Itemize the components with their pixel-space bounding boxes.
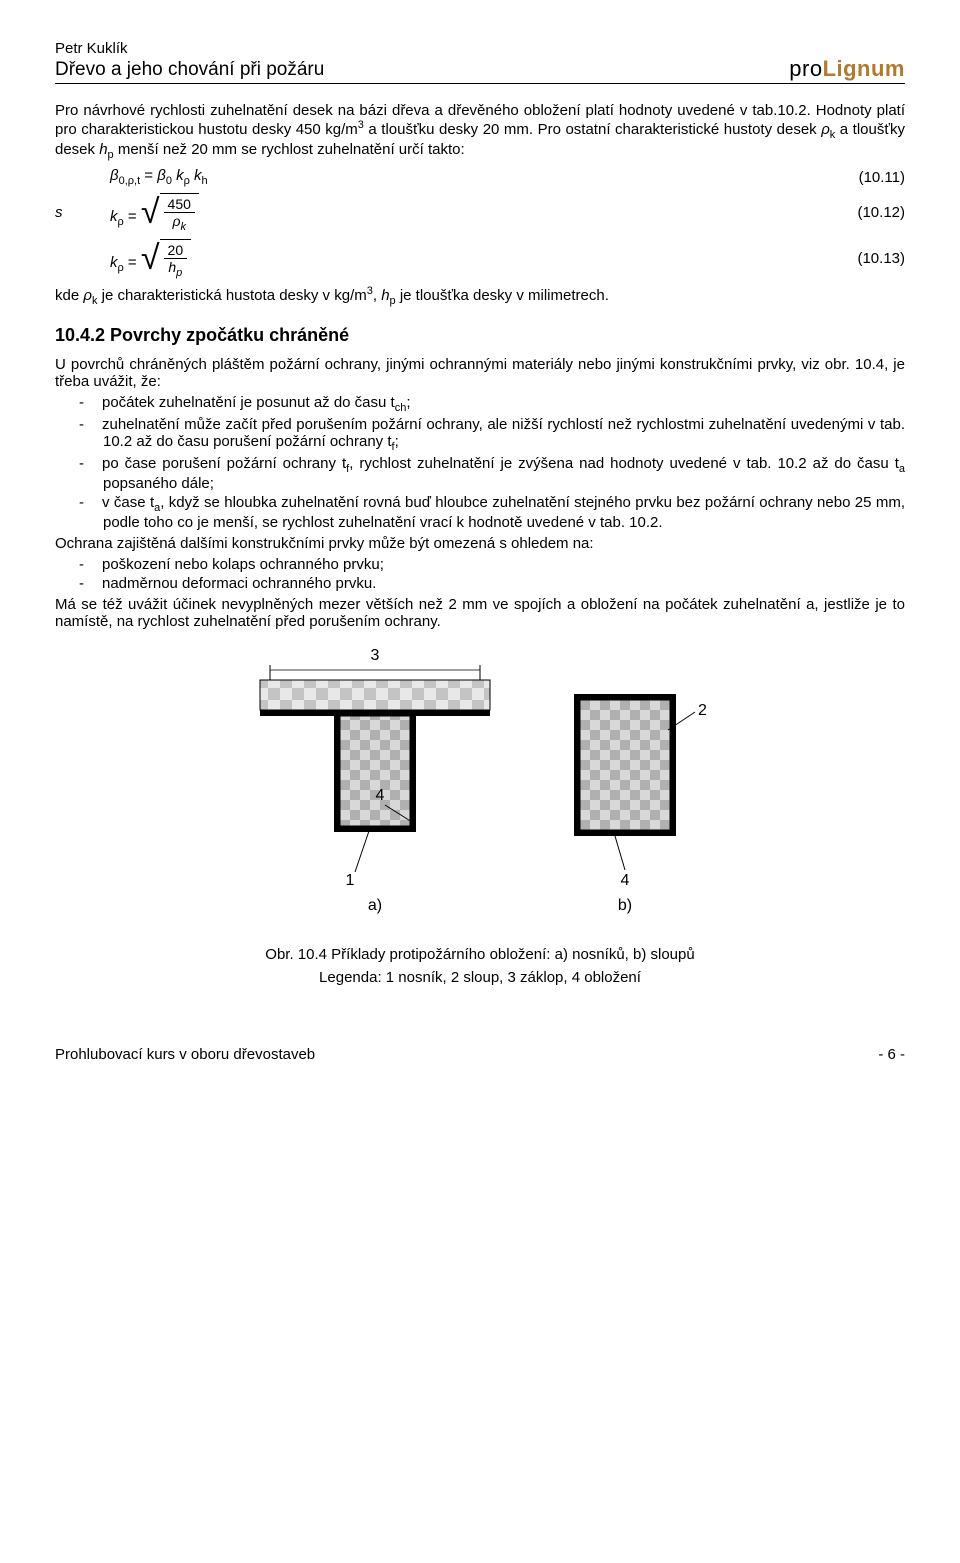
eq13-eq: = [124, 254, 141, 271]
li2-text: zuhelnatění může začít před porušením po… [102, 416, 905, 450]
list-item: nadměrnou deformaci ochranného prvku. [55, 575, 905, 592]
eq11-eq: = [140, 167, 157, 184]
section-p1: U povrchů chráněných pláštěm požární och… [55, 356, 905, 390]
where-hp: h [381, 287, 389, 304]
eq12-k: k [110, 208, 118, 225]
figure-10-4: 3 4 1 a) 2 [55, 640, 905, 986]
where-rho: ρ [83, 287, 92, 304]
eq12-den-sub: k [180, 221, 186, 233]
eq13-den: h [168, 259, 176, 275]
fig-label-4b: 4 [621, 872, 630, 889]
li4b: , když se hloubka zuhelnatění rovná buď … [103, 494, 905, 531]
section-p3: Má se též uvážit účinek nevyplněných mez… [55, 596, 905, 630]
li1-text: počátek zuhelnatění je posunut až do čas… [102, 394, 395, 411]
where-line: kde ρk je charakteristická hustota desky… [55, 285, 905, 307]
fig-label-a: a) [368, 897, 382, 914]
eq11-b0: β [157, 167, 166, 184]
list-item: v čase ta, když se hloubka zuhelnatění r… [55, 494, 905, 531]
bullet-list-2: poškození nebo kolaps ochranného prvku; … [55, 556, 905, 592]
eq11-sub1: 0,ρ,t [119, 175, 141, 187]
fig-label-4a: 4 [376, 787, 385, 804]
equation-10-12: s kρ = √ 450 ρk (10.12) [55, 193, 905, 233]
eq12-num: 450 [164, 196, 195, 213]
list-item: počátek zuhelnatění je posunut až do čas… [55, 394, 905, 414]
intro-text-2: a tloušťku desky 20 mm. Pro ostatní char… [364, 121, 821, 138]
figure-caption-1: Obr. 10.4 Příklady protipožárního oblože… [55, 946, 905, 963]
eq11-kp: k [172, 167, 184, 184]
eq13-number: (10.13) [835, 250, 905, 267]
equation-10-13: kρ = √ 20 hp (10.13) [55, 239, 905, 279]
eq12-s: s [55, 204, 110, 221]
intro-text-4: menší než 20 mm se rychlost zuhelnatění … [114, 141, 465, 158]
list-item: poškození nebo kolaps ochranného prvku; [55, 556, 905, 573]
li3-sub2: a [899, 463, 905, 475]
li1-sub: ch [395, 402, 407, 414]
li3a: po čase porušení požární ochrany t [102, 455, 346, 472]
eq13-k: k [110, 254, 118, 271]
header-rule: proLignum [55, 83, 905, 84]
bullet-list-1: počátek zuhelnatění je posunut až do čas… [55, 394, 905, 531]
list-item: po čase porušení požární ochrany tf, ryc… [55, 455, 905, 492]
figure-svg: 3 4 1 a) 2 [220, 640, 740, 940]
footer-right: - 6 - [878, 1046, 905, 1063]
eq12-number: (10.12) [835, 204, 905, 221]
fig-label-1: 1 [346, 872, 355, 889]
eq13-den-sub: p [176, 267, 182, 279]
sqrt-13: √ 20 hp [141, 239, 191, 279]
li3b: , rychlost zuhelnatění je zvýšena nad ho… [349, 455, 899, 472]
li3c: popsaného dále; [103, 475, 214, 492]
li2-end: ; [395, 433, 399, 450]
section-heading: 10.4.2 Povrchy zpočátku chráněné [55, 325, 905, 346]
intro-paragraph: Pro návrhové rychlosti zuhelnatění desek… [55, 102, 905, 161]
eq11-number: (10.11) [835, 169, 905, 186]
doc-title: Dřevo a jeho chování při požáru [55, 59, 905, 81]
list-item: zuhelnatění může začít před porušením po… [55, 416, 905, 453]
fig-label-3: 3 [371, 647, 380, 664]
where-b: je charakteristická hustota desky v kg/m [97, 287, 366, 304]
equation-10-11: β0,ρ,t = β0 kρ kh (10.11) [55, 167, 905, 187]
eq13-num: 20 [164, 242, 188, 259]
where-d: je tloušťka desky v milimetrech. [396, 287, 609, 304]
li1-end: ; [406, 394, 410, 411]
eq11-kh: k [190, 167, 202, 184]
fig-label-2: 2 [698, 702, 707, 719]
li4a: v čase t [102, 494, 154, 511]
page-footer: Prohlubovací kurs v oboru dřevostaveb - … [55, 1046, 905, 1063]
eq11-lhs: β [110, 167, 119, 184]
section-p2: Ochrana zajištěná dalšími konstrukčními … [55, 535, 905, 552]
eq12-eq: = [124, 208, 141, 225]
logo-pro: pro [789, 56, 822, 81]
logo: proLignum [789, 56, 905, 82]
author-line: Petr Kuklík [55, 40, 905, 57]
where-c: , [373, 287, 381, 304]
where-a: kde [55, 287, 83, 304]
fig-label-b: b) [618, 897, 632, 914]
footer-left: Prohlubovací kurs v oboru dřevostaveb [55, 1046, 315, 1063]
logo-lignum: Lignum [823, 56, 905, 81]
figure-caption-2: Legenda: 1 nosník, 2 sloup, 3 záklop, 4 … [55, 969, 905, 986]
sqrt-12: √ 450 ρk [141, 193, 199, 233]
eq11-subh: h [202, 175, 208, 187]
